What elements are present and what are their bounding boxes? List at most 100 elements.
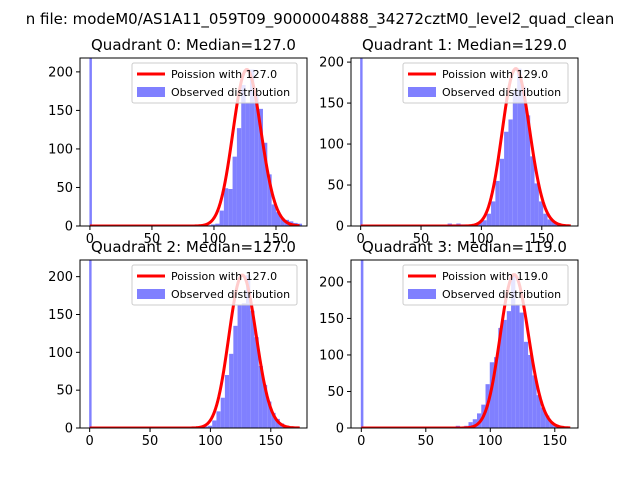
zero-spike-bar (360, 260, 364, 428)
hist-bar (210, 224, 216, 226)
subplot-quadrant-2: 0 50 100 150 0 50 100 150 200 Quadrant 2: Median=… (48, 238, 308, 449)
y-tick-label: 50 (56, 181, 73, 196)
y-tick-label: 150 (319, 97, 344, 112)
y-tick-label: 50 (56, 384, 73, 399)
y-tick-label: 150 (319, 312, 344, 327)
hist-bar (207, 425, 213, 428)
y-tick-label: 200 (319, 275, 344, 290)
x-tick-label: 50 (413, 232, 430, 247)
legend-label-poisson: Poission with 127.0 (171, 270, 277, 283)
hist-bar (215, 223, 220, 226)
zero-spike-bar (89, 260, 92, 428)
y-tick-label: 0 (336, 422, 344, 437)
hist-bar (228, 189, 233, 226)
y-tick-label: 100 (319, 348, 344, 363)
hist-bar (262, 142, 268, 226)
hist-bar (271, 412, 276, 428)
x-tick-label: 150 (542, 434, 567, 449)
hist-bar (254, 93, 259, 226)
hist-bar (525, 115, 531, 226)
hist-bar (232, 156, 237, 226)
figure-title: n file: modeM0/AS1A11_059T09_9000004888_… (26, 10, 615, 29)
hist-bar (532, 375, 537, 428)
legend: Poission with 129.0 Observed distribution (402, 62, 569, 104)
x-tick-label: 150 (264, 232, 289, 247)
hist-bar (229, 353, 234, 428)
hist-bar (491, 201, 496, 226)
legend-label-observed: Observed distribution (171, 86, 290, 99)
hist-bar (223, 188, 229, 226)
hist-bar (521, 86, 526, 226)
legend-label-poisson: Poission with 129.0 (442, 68, 548, 81)
y-tick-label: 100 (319, 138, 344, 153)
hist-bar (233, 325, 238, 428)
hist-bar (536, 395, 541, 428)
hist-bar (511, 274, 516, 428)
hist-bar (267, 174, 272, 226)
hist-bar (216, 411, 221, 428)
hist-bar (237, 304, 242, 428)
axes-frame (79, 57, 308, 227)
y-tick-label: 200 (319, 56, 344, 71)
legend-box (402, 264, 569, 306)
hist-bar (468, 422, 473, 428)
legend-box (131, 264, 298, 306)
hist-bar (504, 131, 509, 226)
x-tick-label: 50 (142, 434, 159, 449)
x-tick-label: 100 (198, 434, 223, 449)
hist-bar (241, 303, 247, 428)
legend-bar-swatch (408, 87, 436, 97)
zero-spike-bar (360, 58, 363, 226)
subplot-title: Quadrant 0: Median=127.0 (91, 36, 296, 54)
subplot-title: Quadrant 2: Median=127.0 (91, 238, 296, 256)
legend-label-observed: Observed distribution (442, 86, 561, 99)
hist-bar (540, 407, 546, 428)
hist-bar (271, 204, 276, 226)
hist-bar (258, 365, 263, 428)
hist-bar (523, 341, 529, 428)
hist-bar (267, 401, 272, 428)
hist-bar (538, 201, 544, 226)
x-tick-label: 0 (357, 434, 365, 449)
legend-label-poisson: Poission with 119.0 (442, 270, 548, 283)
hist-bar (241, 84, 246, 226)
y-tick-label: 150 (48, 308, 73, 323)
y-tick-label: 200 (48, 65, 73, 80)
hist-bar (245, 102, 250, 226)
hist-bar (489, 362, 495, 428)
zero-spike-bar (89, 58, 92, 226)
legend-box (402, 62, 569, 104)
hist-bar (517, 68, 522, 226)
y-tick-label: 0 (336, 220, 344, 235)
subplot-title: Quadrant 3: Median=119.0 (362, 238, 567, 256)
legend-label-observed: Observed distribution (171, 288, 290, 301)
legend-label-observed: Observed distribution (442, 288, 561, 301)
hist-bar (297, 223, 303, 226)
hist-bar (499, 158, 505, 226)
x-tick-label: 150 (529, 232, 554, 247)
hist-bar (506, 311, 512, 428)
hist-bar (534, 183, 539, 226)
legend: Poission with 127.0 Observed distribution (131, 62, 298, 104)
hist-bar (254, 337, 259, 428)
hist-bar (224, 375, 230, 428)
hist-bar (547, 219, 552, 226)
hist-bar (498, 327, 503, 428)
legend-bar-swatch (408, 289, 436, 299)
hist-bar (494, 357, 499, 428)
hist-bar (512, 90, 518, 226)
hist-bar (219, 210, 224, 226)
hist-bar (515, 305, 520, 428)
axes-frame (79, 259, 308, 429)
axes-frame (350, 259, 579, 429)
hist-bar (482, 220, 487, 226)
hist-bar (472, 419, 478, 428)
legend-label-poisson: Poission with 127.0 (171, 68, 277, 81)
x-tick-label: 50 (144, 232, 161, 247)
subplot-quadrant-3: 0 50 100 150 0 50 100 150 200 Quadrant 3: Median=… (319, 238, 579, 449)
hist-bar (549, 422, 554, 428)
x-tick-label: 0 (86, 434, 94, 449)
legend-box (131, 62, 298, 104)
x-tick-label: 0 (86, 232, 94, 247)
